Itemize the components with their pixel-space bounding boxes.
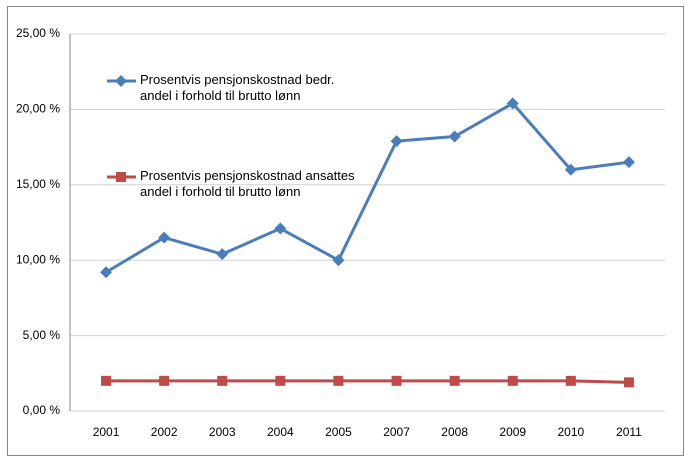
y-tick-label: 20,00 % [16, 102, 60, 116]
marker [565, 375, 576, 386]
series-line [105, 101, 630, 274]
x-tick-label: 2009 [499, 425, 526, 439]
legend-label: Prosentvis pensjonskostnad bedr. andel i… [140, 72, 335, 103]
marker [217, 375, 228, 386]
marker [332, 254, 345, 267]
x-tick-label: 2011 [616, 425, 642, 439]
y-tick-label: 10,00 % [16, 252, 60, 266]
marker [623, 377, 634, 388]
marker [564, 163, 577, 176]
marker [448, 130, 461, 143]
marker [391, 375, 402, 386]
x-tick-label: 2002 [151, 425, 178, 439]
marker [101, 375, 112, 386]
chart-border [7, 6, 684, 456]
x-tick-label: 2008 [441, 425, 468, 439]
marker [275, 375, 286, 386]
y-tick-label: 25,00 % [16, 26, 60, 40]
y-tick-label: 5,00 % [23, 328, 61, 342]
x-tick-label: 2001 [93, 425, 120, 439]
x-tick-label: 2005 [325, 425, 352, 439]
marker [506, 97, 519, 110]
y-tick-label: 0,00 % [23, 403, 61, 417]
x-tick-label: 2004 [267, 425, 294, 439]
marker [158, 231, 171, 244]
legend-label: Prosentvis pensjonskostnad ansattes ande… [140, 168, 355, 199]
marker [507, 375, 518, 386]
x-tick-label: 2007 [383, 425, 410, 439]
marker [274, 222, 287, 235]
marker [449, 375, 460, 386]
series-line [106, 379, 629, 384]
marker [159, 375, 170, 386]
marker [100, 266, 113, 279]
y-tick-label: 15,00 % [16, 177, 60, 191]
marker [116, 172, 126, 182]
marker [622, 156, 635, 169]
x-tick-label: 2010 [557, 425, 584, 439]
marker [216, 248, 229, 261]
x-tick-label: 2003 [209, 425, 236, 439]
marker [115, 75, 127, 87]
marker [333, 375, 344, 386]
marker [390, 135, 403, 148]
